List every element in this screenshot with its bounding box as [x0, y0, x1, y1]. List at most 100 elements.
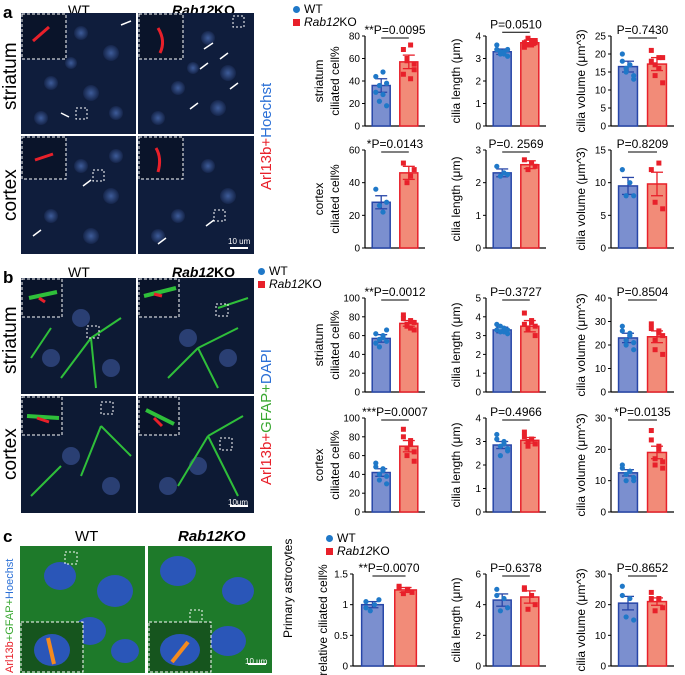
chart-a2-point-1-7: [532, 40, 538, 46]
panel-label-c: c: [3, 527, 13, 546]
chart-b3-point-0-6: [627, 330, 633, 336]
chart-b3-pvalue: P=0.8504: [617, 285, 669, 299]
micrograph-b-cortex-ko: [138, 396, 254, 513]
header-c-ko-prefix: Rab12: [178, 528, 224, 545]
chart-b5-point-1-1: [525, 443, 531, 449]
chart-b3-point-1-6: [656, 328, 662, 334]
chart-b-striatum-length: 0 1 2 3 4 5 cilia length (μm) P=0.3727: [449, 285, 546, 399]
chart-b3-point-1-7: [660, 333, 666, 339]
legend-c-ko-suffix: KO: [372, 544, 390, 558]
chart-b6-pvalue: *P=0.0135: [614, 405, 671, 419]
chart-b5-point-0-1: [497, 453, 503, 459]
chart-c1-ytick-label-0: 0: [342, 662, 348, 673]
chart-b6-point-1-3: [660, 465, 666, 471]
chart-c3-bar-0: [617, 602, 639, 667]
legend-a-wt-marker: [293, 6, 300, 14]
chart-a5-bar-1: [520, 163, 540, 249]
micrograph-c-wt: [20, 546, 145, 673]
chart-b1-point-1-4: [400, 316, 406, 322]
scale-bar-c: 10 um: [245, 657, 268, 666]
chart-a5-ytick-label-3: 3: [475, 146, 481, 157]
chart-a3-point-0-4: [619, 58, 625, 64]
chart-b4-row-label: cortex: [312, 449, 326, 482]
legend-b-wt-marker: [258, 268, 265, 276]
chart-c1-point-0-2: [372, 602, 378, 608]
chart-b4-point-0-0: [373, 460, 379, 466]
chart-a3-point-1-7: [660, 55, 666, 61]
chart-c3-point-1-0: [648, 589, 654, 595]
chart-b4-point-0-7: [384, 473, 390, 479]
chart-a3-point-1-4: [648, 58, 654, 64]
chart-a1-pvalue: **P=0.0095: [364, 23, 425, 37]
chart-b2-point-1-3: [532, 333, 538, 339]
chart-c1-bar-1: [394, 589, 418, 667]
chart-c2-point-0-4: [494, 592, 500, 599]
chart-b3-point-0-1: [623, 342, 629, 348]
chart-a1-point-0-1: [376, 98, 382, 104]
chart-b5-ytick-label-0: 0: [475, 508, 481, 519]
chart-b3-point-0-7: [631, 340, 637, 346]
chart-b1-ylabel: ciliated cell%: [328, 310, 342, 380]
chart-c3-point-0-4: [619, 592, 625, 599]
chart-c2-point-1-3: [532, 602, 538, 608]
chart-b6-point-1-7: [660, 459, 666, 465]
chart-b6-ytick-label-2: 20: [595, 445, 607, 456]
chart-b1-point-0-1: [376, 344, 382, 350]
chart-c1-ytick-label-1: 0.5: [334, 631, 348, 642]
chart-b1-ytick-label-1: 20: [349, 369, 361, 380]
chart-a5-ytick-label-1: 1: [475, 211, 481, 222]
chart-a-cortex-length: 0 1 2 3 cilia length (μm) P=0. 2569: [449, 137, 546, 255]
chart-a3-point-0-7: [631, 73, 637, 79]
stain-c-part-3: +: [4, 598, 16, 606]
chart-c1-pvalue: **P=0.0070: [358, 561, 419, 575]
chart-a6-pvalue: P=0.8209: [617, 137, 669, 151]
chart-c1-point-0-4: [363, 605, 369, 611]
chart-a2-point-0-7: [505, 46, 511, 53]
chart-a5-point-0-1: [497, 173, 503, 179]
chart-a4-ylabel: ciliated cell%: [328, 164, 342, 234]
chart-a3-point-1-2: [656, 55, 662, 61]
chart-a4-point-0-0: [373, 186, 379, 192]
chart-b4-point-0-6: [380, 466, 386, 472]
chart-a4-ytick-label-1: 20: [349, 211, 361, 222]
chart-a3-ytick-label-0: 0: [600, 122, 606, 133]
chart-a1-point-1-6: [408, 76, 414, 82]
chart-a1-point-1-4: [400, 71, 406, 77]
header-c-wt: WT: [75, 528, 99, 545]
chart-b5-point-0-7: [505, 445, 511, 452]
stain-a-part-0: Arl13b: [258, 146, 275, 190]
chart-b6-ytick-label-0: 0: [600, 508, 606, 519]
chart-a2-point-0-6: [501, 51, 507, 57]
stain-label-c: Arl13b+GFAP+Hoechst: [4, 559, 16, 673]
chart-b6-point-0-4: [619, 465, 625, 471]
chart-c3-point-0-0: [619, 583, 625, 589]
chart-a2-point-1-0: [521, 44, 527, 50]
panel-label-b: b: [3, 268, 14, 287]
chart-a6-point-1-2: [656, 160, 662, 166]
chart-a4-ytick-label-0: 0: [354, 244, 360, 255]
chart-a1-point-0-0: [373, 73, 379, 80]
chart-b2-bar-0: [492, 329, 512, 393]
chart-b2-point-1-4: [521, 321, 527, 327]
header-b-ko-prefix: Rab12: [172, 264, 215, 280]
chart-b4-point-1-7: [411, 449, 417, 455]
chart-c2-point-1-4: [521, 586, 527, 592]
chart-a3-point-1-3: [660, 80, 666, 86]
micrograph-b-striatum-wt: [21, 278, 136, 394]
legend-c-wt-label: WT: [337, 531, 356, 545]
chart-a4-ytick-label-2: 40: [349, 178, 361, 189]
chart-b1-row-label: striatum: [312, 324, 326, 367]
legend-c: WT Rab12KO: [326, 532, 390, 558]
chart-c2-point-1-2: [529, 592, 535, 598]
chart-b4-ytick-label-2: 40: [349, 470, 361, 481]
chart-b1-point-1-3: [411, 327, 417, 333]
chart-b-striatum-volume: 0 10 20 30 40 cilia volume (μm^3) P=0.8504: [574, 285, 674, 399]
chart-a6-ytick-label-0: 0: [600, 244, 606, 255]
chart-a6-point-0-0: [619, 167, 625, 173]
chart-b3-ytick-label-2: 20: [595, 341, 607, 352]
chart-a6-point-0-2: [627, 180, 633, 186]
legend-b-wt: WT: [258, 265, 322, 278]
legend-c-ko-marker: [326, 548, 333, 556]
chart-c3-ylabel: cilia volume (μm^3): [574, 568, 588, 671]
chart-b6-point-1-2: [656, 443, 662, 449]
